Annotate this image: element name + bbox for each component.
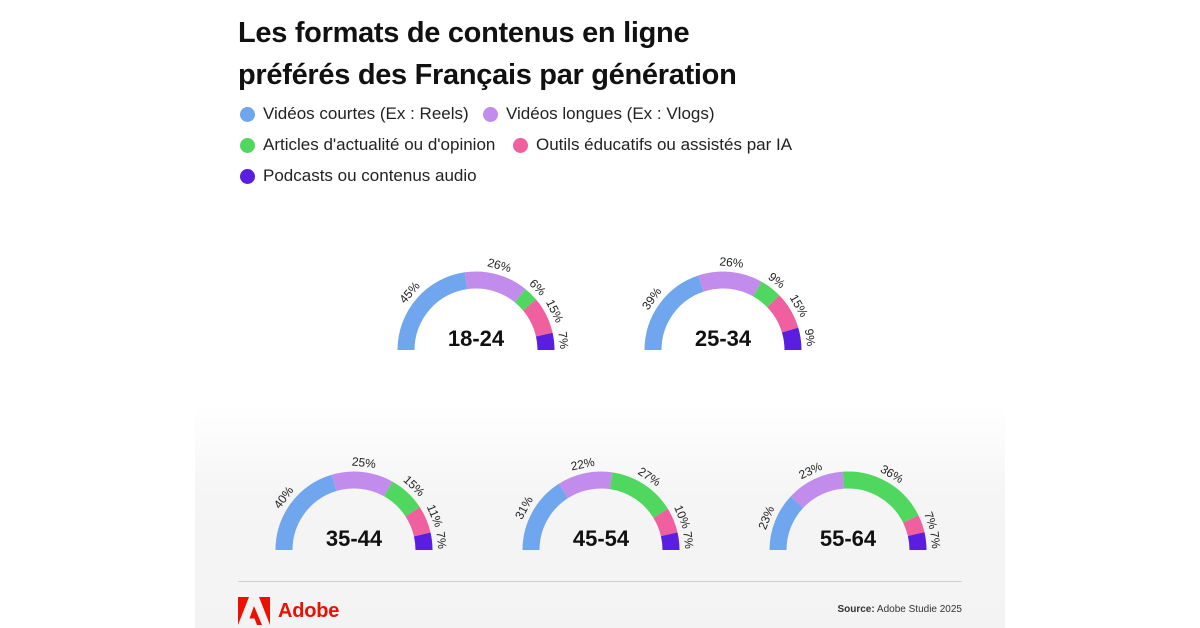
legend-dot-educational-tools xyxy=(513,137,528,153)
segment-short-videos xyxy=(522,483,569,551)
segment-educational-tools xyxy=(653,508,678,537)
segment-long-videos xyxy=(331,471,393,497)
data-label-podcasts: 9% xyxy=(802,328,818,348)
segment-articles xyxy=(514,289,537,311)
segment-educational-tools xyxy=(903,515,925,537)
age-group-label: 25-34 xyxy=(695,326,752,351)
chart-35-44: 40%25%15%11%7%35-44 xyxy=(271,454,449,551)
legend-item-short-videos: Vidéos courtes (Ex : Reels) xyxy=(240,104,469,124)
segment-podcasts xyxy=(413,532,433,551)
age-group-label: 45-54 xyxy=(573,526,630,551)
segment-short-videos xyxy=(275,474,337,551)
segment-short-videos xyxy=(644,275,704,351)
data-label-podcasts: 7% xyxy=(433,531,449,550)
adobe-a-icon xyxy=(238,597,270,625)
legend-item-podcasts: Podcasts ou contenus audio xyxy=(240,166,477,186)
legend-dot-short-videos xyxy=(240,106,255,122)
chart-18-24: 45%26%6%15%7%18-24 xyxy=(396,255,571,351)
adobe-logo: Adobe xyxy=(238,597,339,625)
data-label-long-videos: 25% xyxy=(351,454,377,471)
segment-short-videos xyxy=(397,272,468,351)
data-label-podcasts: 7% xyxy=(927,531,943,550)
legend-label-educational-tools: Outils éducatifs ou assistés par IA xyxy=(536,135,793,154)
segment-podcasts xyxy=(781,327,802,351)
segment-long-videos xyxy=(790,471,845,509)
legend-item-articles: Articles d'actualité ou d'opinion xyxy=(240,135,495,155)
brand-name: Adobe xyxy=(278,599,340,622)
page-title: Les formats de contenus en ligne préféré… xyxy=(238,12,737,96)
segment-podcasts xyxy=(907,532,927,551)
segment-long-videos xyxy=(558,471,613,499)
segment-articles xyxy=(609,472,668,519)
age-group-label: 18-24 xyxy=(448,326,505,351)
segment-short-videos xyxy=(769,496,804,551)
title-line-2: préférés des Français par génération xyxy=(238,59,737,91)
legend-label-podcasts: Podcasts ou contenus audio xyxy=(263,166,477,185)
legend-dot-articles xyxy=(240,137,255,153)
title-line-1: Les formats de contenus en ligne xyxy=(238,17,690,49)
legend-item-educational-tools: Outils éducatifs ou assistés par IA xyxy=(513,135,792,155)
legend-label-long-videos: Vidéos longues (Ex : Vlogs) xyxy=(506,104,715,123)
segment-podcasts xyxy=(660,532,680,551)
data-label-podcasts: 7% xyxy=(680,531,696,550)
data-label-podcasts: 7% xyxy=(555,331,571,350)
source-note: Source: Adobe Studie 2025 xyxy=(837,604,962,615)
chart-25-34: 39%26%9%15%9%25-34 xyxy=(639,254,818,351)
chart-45-54: 31%22%27%10%7%45-54 xyxy=(512,455,696,551)
segment-educational-tools xyxy=(766,295,799,333)
age-group-label: 55-64 xyxy=(820,526,877,551)
segment-long-videos xyxy=(698,271,762,297)
segment-articles xyxy=(383,481,420,517)
segment-articles xyxy=(752,281,780,308)
data-label-educational-tools: 7% xyxy=(921,510,940,531)
segment-articles xyxy=(842,471,919,524)
source-label: Source: xyxy=(837,604,875,615)
footer-divider xyxy=(238,581,962,582)
chart-55-64: 23%23% 36%7%7%55-64 xyxy=(755,459,943,551)
segment-educational-tools xyxy=(405,507,431,537)
segment-podcasts xyxy=(535,332,555,351)
data-label-long-videos: 26% xyxy=(486,255,513,275)
legend-label-articles: Articles d'actualité ou d'opinion xyxy=(263,135,496,154)
segment-long-videos xyxy=(464,271,526,303)
source-text: Adobe Studie 2025 xyxy=(876,604,962,615)
data-label-long-videos: 22% xyxy=(569,455,596,474)
age-group-label: 35-44 xyxy=(326,526,383,551)
legend-dot-long-videos xyxy=(483,106,498,122)
lower-panel-background xyxy=(195,405,1005,628)
segment-educational-tools xyxy=(522,299,553,337)
data-label-long-videos: 26% xyxy=(719,254,745,270)
legend-dot-podcasts xyxy=(240,168,255,184)
legend-item-long-videos: Vidéos longues (Ex : Vlogs) xyxy=(483,104,715,124)
legend-label-short-videos: Vidéos courtes (Ex : Reels) xyxy=(263,104,469,123)
